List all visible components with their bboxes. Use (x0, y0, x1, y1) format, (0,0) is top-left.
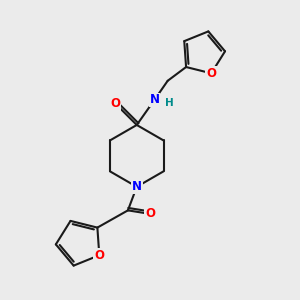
Text: O: O (206, 67, 216, 80)
Text: N: N (149, 93, 159, 106)
Text: O: O (110, 97, 121, 110)
Text: H: H (165, 98, 174, 108)
Text: N: N (132, 180, 142, 193)
Text: O: O (145, 207, 155, 220)
Text: O: O (94, 249, 104, 262)
